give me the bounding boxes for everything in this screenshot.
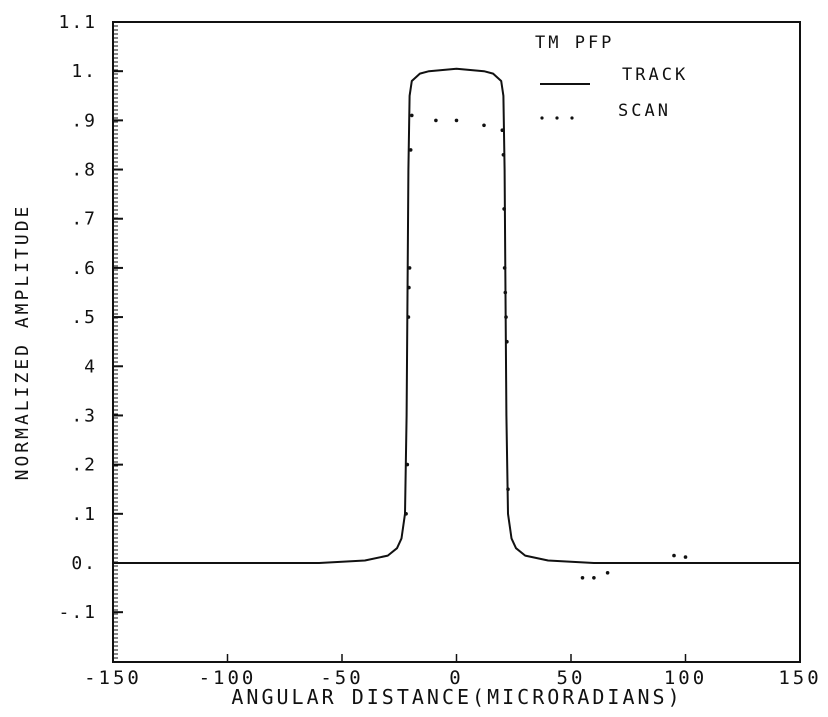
y-tick-label: 1. — [71, 61, 97, 82]
legend-track-label: TRACK — [622, 65, 688, 85]
scan-point — [501, 153, 506, 157]
y-tick-label: .9 — [71, 110, 97, 131]
y-tick-label: 0. — [71, 553, 97, 574]
y-tick-label: .7 — [71, 209, 97, 230]
plot-frame — [112, 21, 801, 663]
scan-point — [408, 148, 413, 152]
x-tick-label: -50 — [320, 667, 363, 689]
y-tick-label: .8 — [71, 160, 97, 181]
y-tick-label: .2 — [71, 455, 97, 476]
series-layer — [113, 67, 800, 580]
scan-point — [672, 553, 676, 558]
legend-scan-label: SCAN — [618, 101, 671, 121]
x-tick-label: 0 — [449, 667, 463, 689]
y-axis-label: NORMALIZED AMPLITUDE — [12, 204, 33, 481]
y-tick-label: .3 — [71, 405, 97, 426]
x-axis-label: ANGULAR DISTANCE(MICRORADIANS) — [231, 685, 682, 709]
y-tick-label: .6 — [71, 258, 97, 279]
scan-point — [434, 118, 438, 123]
scan-point — [605, 571, 610, 575]
scan-point — [410, 113, 414, 118]
scan-point — [454, 118, 459, 123]
x-tick-label: -100 — [199, 667, 257, 689]
scan-point — [506, 487, 510, 492]
scan-point — [405, 462, 410, 467]
scan-point — [683, 555, 688, 559]
y-axis-ticks: 1.1 1. .9 .8 .7 .6 .5 4 .3 .2 .1 0. -.1 — [58, 12, 123, 659]
scan-point — [504, 315, 508, 319]
x-tick-label: 50 — [557, 667, 586, 689]
y-tick-label: 1.1 — [58, 12, 97, 33]
scan-point — [406, 315, 411, 319]
scan-point — [503, 290, 508, 295]
x-tick-label: -150 — [84, 667, 142, 689]
scan-point — [404, 512, 408, 516]
scan-point — [592, 576, 596, 580]
legend-title: TM PFP — [535, 33, 614, 53]
x-axis-ticks: -150 -100 -50 0 50 100 150 — [84, 654, 821, 689]
scan-point — [505, 339, 509, 344]
scan-point — [502, 207, 506, 211]
y-tick-label: .1 — [71, 504, 97, 525]
scan-point — [502, 266, 507, 270]
scan-point — [407, 266, 412, 270]
y-tick-label: .5 — [71, 307, 97, 328]
scan-point — [500, 128, 505, 132]
y-tick-label: 4 — [84, 356, 97, 377]
y-tick-label: -.1 — [58, 602, 97, 623]
x-tick-label: 150 — [778, 667, 821, 689]
x-tick-label: 100 — [664, 667, 707, 689]
scan-point — [482, 123, 486, 128]
scan-point — [580, 576, 585, 580]
series-line-track — [113, 67, 800, 564]
legend: TM PFP TRACK SCAN — [535, 33, 688, 121]
legend-scan-swatch — [540, 116, 574, 120]
scan-point — [407, 285, 411, 290]
